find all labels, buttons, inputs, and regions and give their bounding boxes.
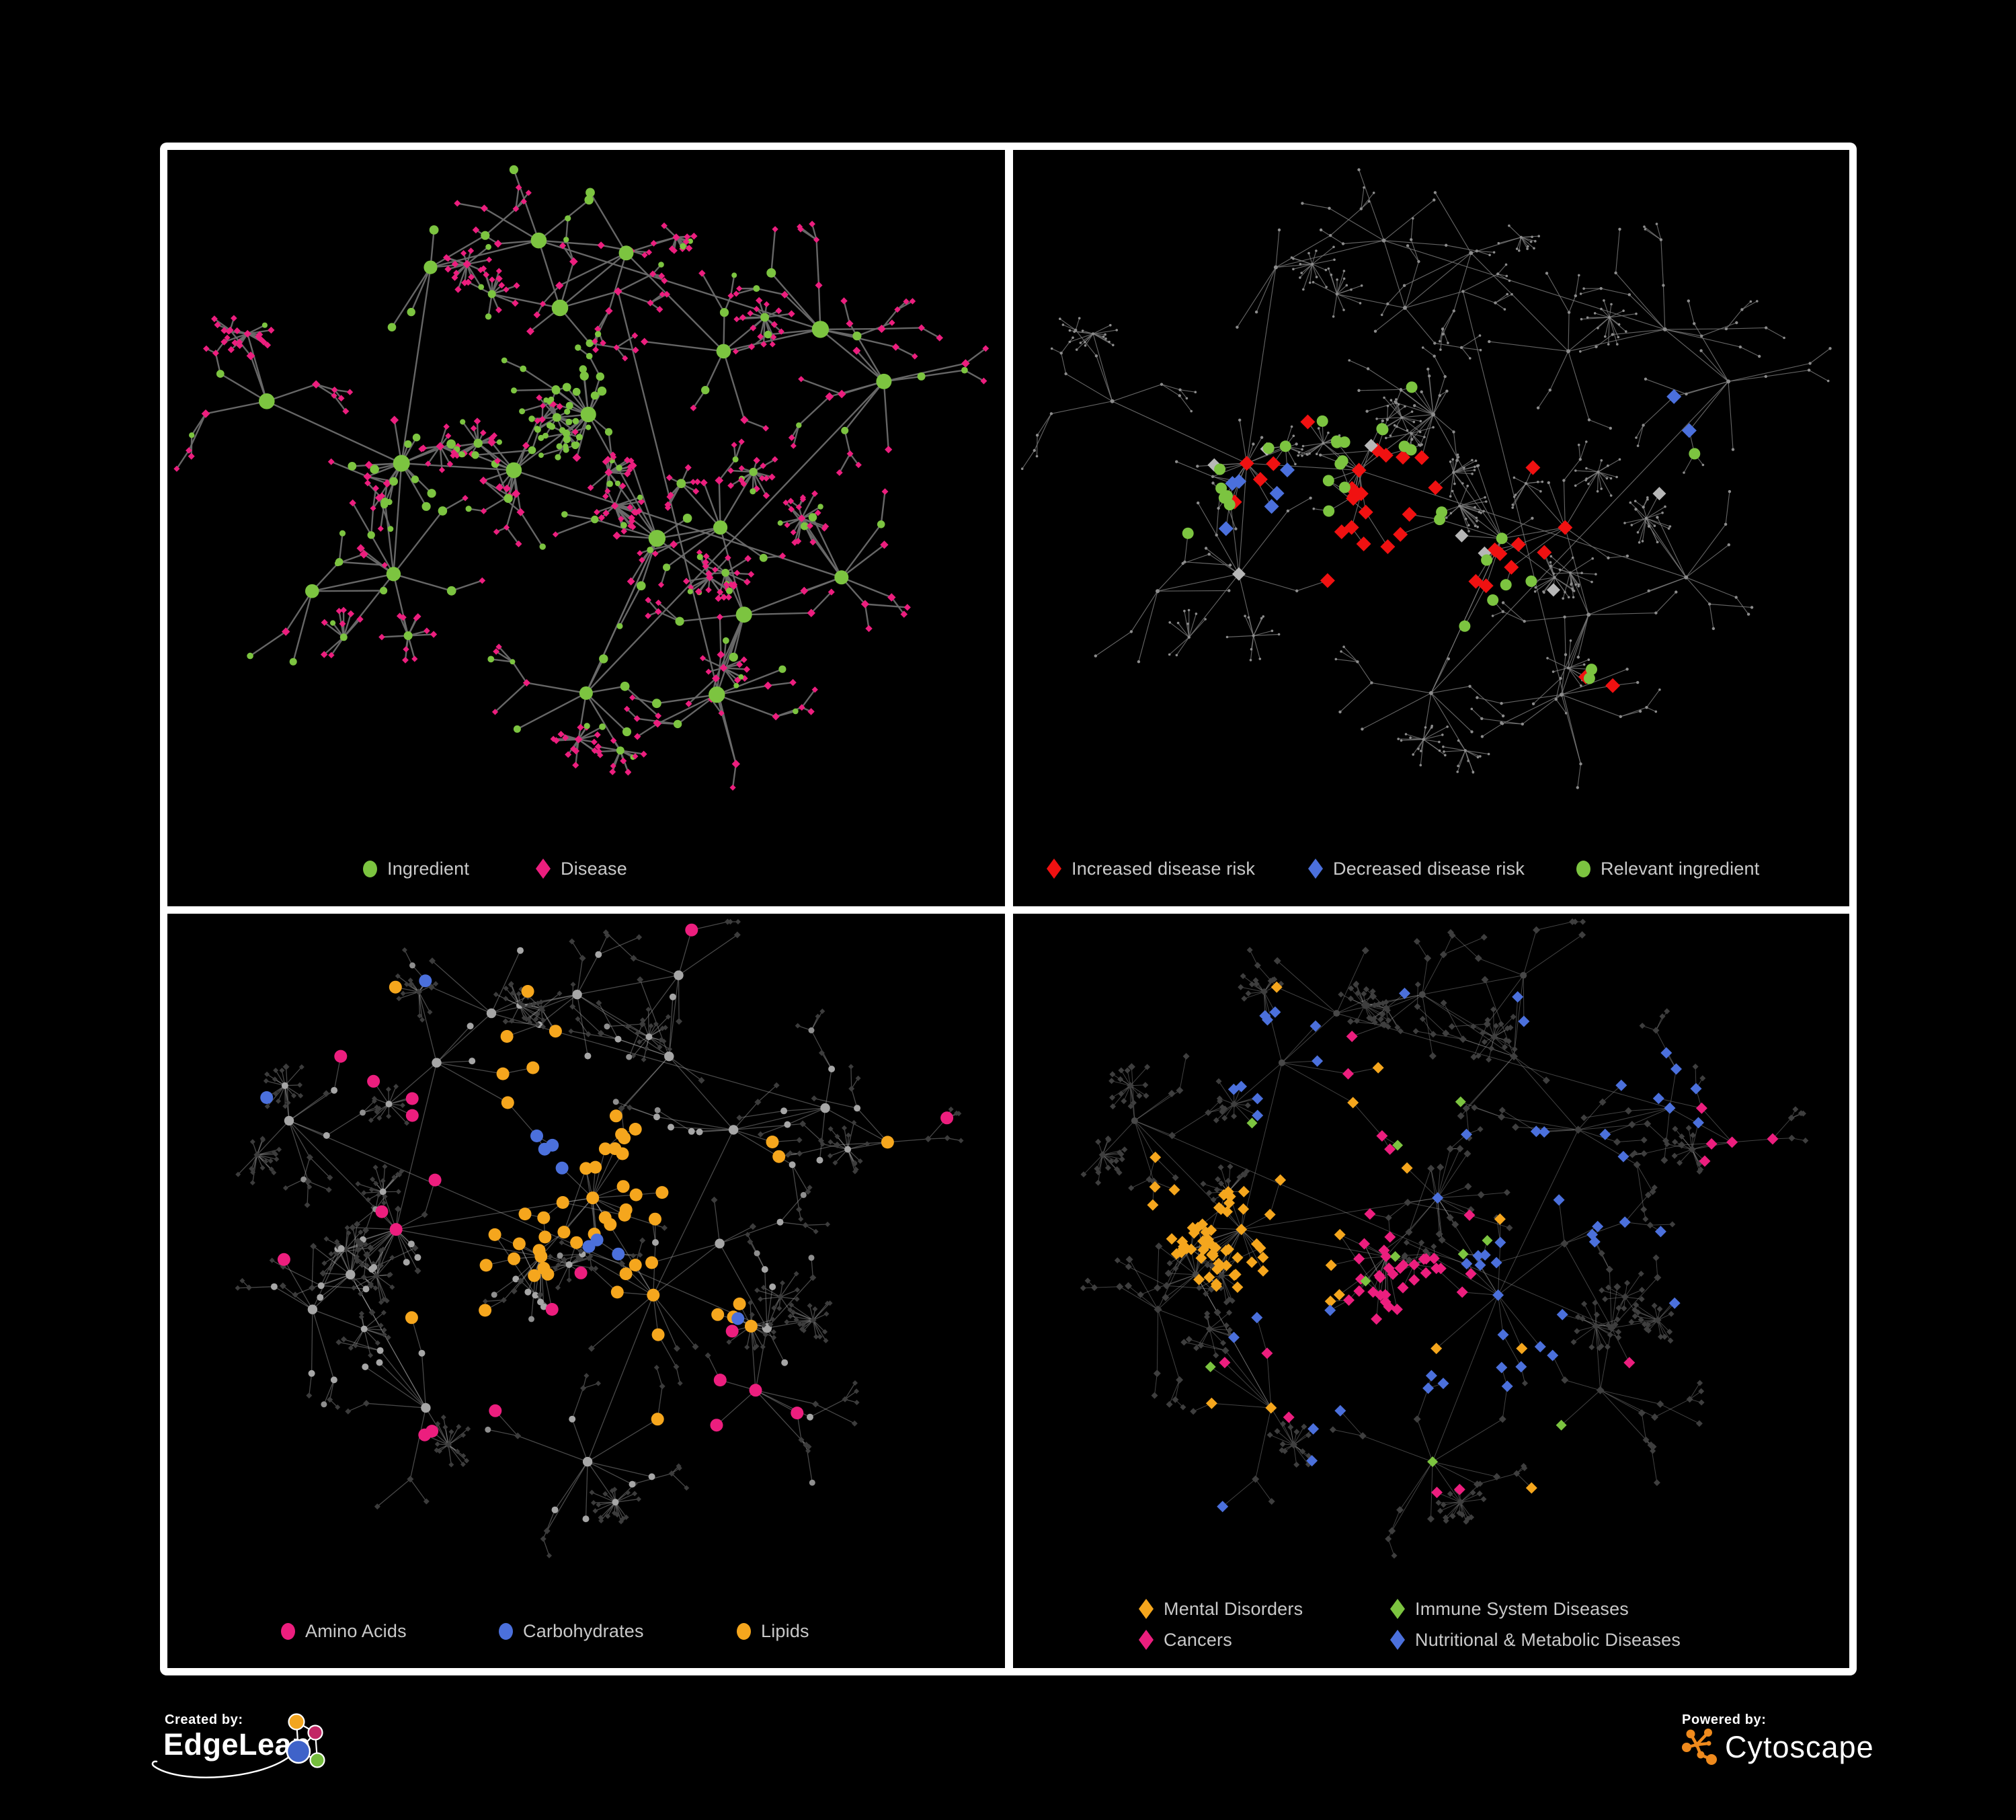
edgeleap-wordmark: EdgeLeap	[163, 1727, 311, 1762]
cytoscape-attribution: Powered by: Cytoscape	[1681, 1711, 1882, 1788]
created-by-label: Created by:	[165, 1712, 243, 1727]
panel-disease-risk-network: Increased disease risk Decreased disease…	[1013, 150, 1849, 906]
edgeleap-green-node	[309, 1752, 325, 1768]
cytoscape-wordmark: Cytoscape	[1725, 1730, 1874, 1764]
edgeleap-magenta-node	[307, 1725, 323, 1741]
edgeleap-logo-icon	[286, 1713, 325, 1768]
figure-frame: Ingredient Disease Increased disease ris…	[160, 143, 1857, 1675]
panel-ingredient-disease-network: Ingredient Disease	[167, 150, 1005, 906]
network-graph	[173, 165, 990, 791]
network-graph	[1080, 918, 1809, 1559]
edgeleap-blue-node	[286, 1739, 311, 1764]
network-graph	[235, 918, 964, 1558]
edgeleap-attribution: Created by: EdgeLeap	[151, 1711, 358, 1788]
network-graph	[1020, 168, 1832, 789]
powered-by-label: Powered by:	[1682, 1712, 1767, 1727]
panel-nutrient-classes-network: Amino Acids Carbohydrates Lipids	[167, 914, 1005, 1668]
cytoscape-logo-icon	[1682, 1729, 1717, 1765]
panel-disease-classes-network: Mental Disorders Immune System Diseases …	[1013, 914, 1849, 1668]
edgeleap-orange-node	[288, 1713, 305, 1731]
edgeleap-swoosh	[151, 1753, 294, 1778]
horizontal-divider	[167, 906, 1849, 914]
